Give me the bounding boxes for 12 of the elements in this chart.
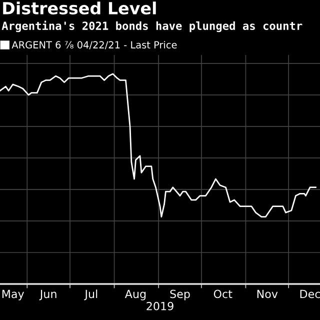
chart-subtitle: Argentina's 2021 bonds have plunged as countr [2,20,302,32]
legend-label: ARGENT 6 ⅞ 04/22/21 - Last Price [12,40,177,50]
chart-title: Distressed Level [3,2,156,14]
x-axis-title: 2019 [146,302,174,310]
x-tick-label: Jul [84,290,98,300]
x-tick-label: Sep [170,290,190,300]
x-tick-label: Nov [257,290,278,298]
x-tick-label: Jun [39,290,56,300]
x-tick-label: Aug [124,290,146,300]
x-tick-label: May [2,290,24,300]
x-tick-label: Oct [214,290,232,298]
x-tick-label: Dec [300,290,320,298]
